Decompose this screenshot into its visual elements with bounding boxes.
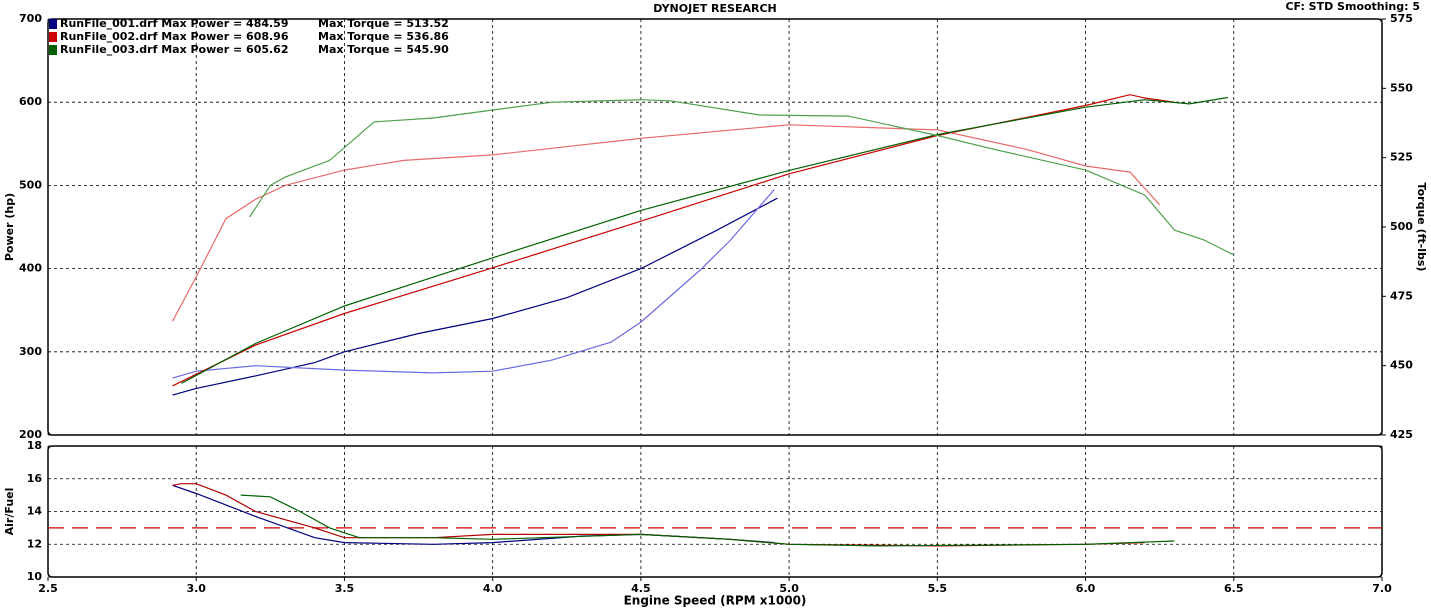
x-tick-label: 6.0 (1076, 582, 1096, 595)
legend-label: RunFile_001.drf Max Power = 484.59 (60, 17, 289, 30)
series-line (240, 494, 1175, 547)
y2-tick-label: 500 (1390, 220, 1413, 233)
series-line (172, 197, 778, 396)
plot-frame (47, 18, 1383, 436)
y-tick-label: 300 (19, 345, 42, 358)
y2-tick-label: 450 (1390, 359, 1413, 372)
chart-title: DYNOJET RESEARCH (653, 2, 776, 15)
y-tick-label: 14 (27, 505, 43, 518)
settings-label: CF: STD Smoothing: 5 (1285, 0, 1420, 13)
legend-label: RunFile_002.drf Max Power = 608.96 (60, 30, 289, 43)
y-tick-label: 200 (19, 428, 42, 441)
y-axis-label: Power (hp) (3, 193, 16, 261)
legend-label: Max Torque = 545.90 (318, 43, 449, 56)
y2-tick-label: 575 (1390, 12, 1413, 25)
y2-tick-label: 425 (1390, 428, 1413, 441)
x-tick-label: 3.5 (335, 582, 355, 595)
y2-tick-label: 475 (1390, 289, 1413, 302)
y-axis-label: Air/Fuel (3, 488, 16, 536)
series-line (172, 94, 1175, 387)
y2-axis-label: Torque (ft-lbs) (1415, 183, 1428, 272)
y-tick-label: 500 (19, 178, 42, 191)
y2-tick-label: 525 (1390, 151, 1413, 164)
series-line (172, 189, 775, 379)
series-line (249, 99, 1235, 256)
y2-tick-label: 550 (1390, 81, 1413, 94)
y-tick-label: 10 (27, 570, 43, 583)
x-tick-label: 4.5 (631, 582, 651, 595)
y-tick-label: 400 (19, 262, 42, 275)
x-tick-label: 2.5 (38, 582, 58, 595)
legend-swatch (49, 45, 57, 55)
y-tick-label: 16 (27, 472, 43, 485)
x-tick-label: 6.5 (1224, 582, 1244, 595)
y-tick-label: 18 (27, 439, 42, 452)
series-line (171, 124, 1161, 322)
x-tick-label: 5.5 (928, 582, 948, 595)
y-tick-label: 12 (27, 537, 42, 550)
x-tick-label: 5.0 (779, 582, 799, 595)
legend-swatch (49, 32, 57, 42)
legend-label: Max Torque = 536.86 (318, 30, 449, 43)
x-axis-label: Engine Speed (RPM x1000) (624, 594, 807, 608)
series-line (181, 96, 1228, 384)
legend-swatch (49, 19, 57, 29)
y-tick-label: 600 (19, 95, 42, 108)
x-tick-label: 3.0 (186, 582, 206, 595)
legend-label: Max Torque = 513.52 (318, 17, 449, 30)
x-tick-label: 7.0 (1372, 582, 1392, 595)
legend-label: RunFile_003.drf Max Power = 605.62 (60, 43, 289, 56)
x-tick-label: 4.0 (483, 582, 503, 595)
y-tick-label: 700 (19, 12, 42, 25)
